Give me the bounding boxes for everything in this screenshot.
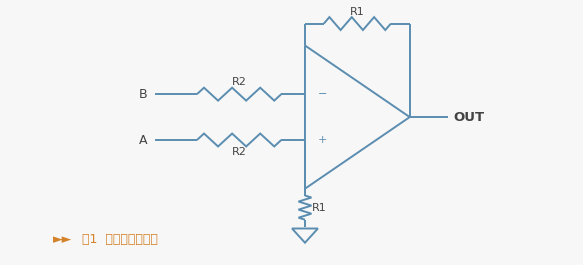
Text: R2: R2 bbox=[231, 77, 247, 87]
Text: R1: R1 bbox=[350, 7, 365, 17]
Text: 图1  运算放大器电路: 图1 运算放大器电路 bbox=[83, 233, 159, 246]
Text: ►►: ►► bbox=[53, 233, 72, 246]
Text: R2: R2 bbox=[231, 147, 247, 157]
Text: −: − bbox=[318, 89, 328, 99]
Text: OUT: OUT bbox=[454, 111, 484, 123]
Text: A: A bbox=[139, 134, 147, 147]
Text: B: B bbox=[139, 88, 147, 101]
Text: +: + bbox=[318, 135, 328, 145]
Text: R1: R1 bbox=[312, 203, 326, 213]
